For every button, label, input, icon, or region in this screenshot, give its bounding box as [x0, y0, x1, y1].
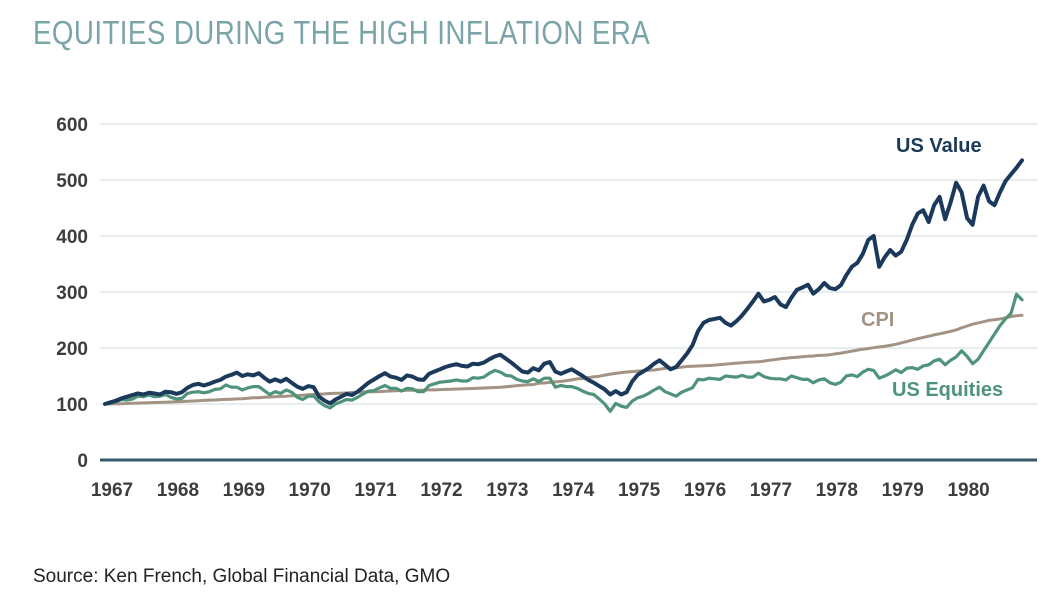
x-tick-label-1975: 1975 [618, 480, 661, 501]
series-label-us-value: US Value [896, 135, 982, 157]
x-tick-label-1967: 1967 [91, 480, 133, 501]
x-tick-label-1969: 1969 [223, 480, 265, 501]
y-tick-label-200: 200 [56, 339, 88, 360]
x-tick-label-1968: 1968 [157, 480, 199, 501]
y-tick-label-500: 500 [56, 171, 88, 192]
y-tick-label-600: 600 [56, 115, 88, 136]
source-attribution: Source: Ken French, Global Financial Dat… [33, 566, 451, 587]
x-tick-label-1976: 1976 [684, 480, 726, 501]
x-tick-label-1977: 1977 [750, 480, 792, 501]
y-tick-label-100: 100 [56, 395, 88, 416]
y-tick-label-300: 300 [56, 283, 88, 304]
x-tick-label-1972: 1972 [420, 480, 462, 501]
x-tick-label-1973: 1973 [486, 480, 528, 501]
series-label-us-equities: US Equities [892, 379, 1004, 401]
x-tick-label-1979: 1979 [882, 480, 924, 501]
x-tick-label-1970: 1970 [289, 480, 331, 501]
y-tick-label-0: 0 [77, 451, 88, 472]
y-tick-label-400: 400 [56, 227, 88, 248]
x-tick-label-1971: 1971 [354, 480, 397, 501]
series-line-cpi [103, 313, 1024, 406]
x-tick-label-1978: 1978 [816, 480, 858, 501]
x-tick-label-1974: 1974 [552, 480, 595, 501]
series-label-cpi: CPI [861, 309, 895, 331]
x-tick-label-1980: 1980 [947, 480, 989, 501]
chart-title: EQUITIES DURING THE HIGH INFLATION ERA [33, 14, 651, 51]
series-line-us-equities [103, 292, 1024, 413]
series-line-us-value [103, 158, 1024, 406]
